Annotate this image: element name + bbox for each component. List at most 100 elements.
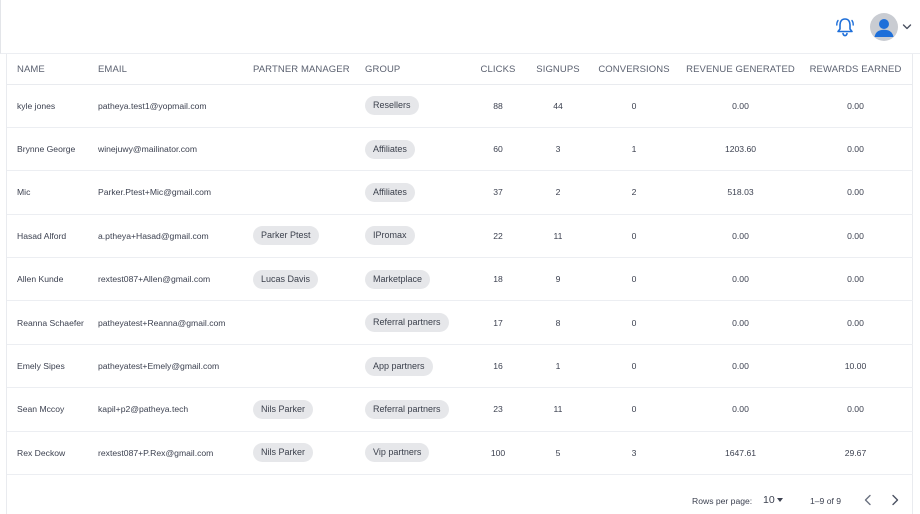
cell-rewards-earned: 0.00 — [798, 300, 913, 345]
cell-revenue-generated: 0.00 — [683, 344, 798, 389]
manager-chip: Parker Ptest — [253, 226, 319, 246]
cell-revenue-generated: 0.00 — [683, 300, 798, 345]
cell-conversions: 1 — [585, 127, 683, 172]
cell-signups: 5 — [531, 431, 585, 476]
cell-conversions: 0 — [585, 84, 683, 128]
cell-group: App partners — [365, 344, 465, 389]
manager-chip: Lucas Davis — [253, 269, 319, 289]
cell-partner-manager: Parker Ptest — [253, 214, 365, 259]
table-row[interactable]: Reanna Schaefer patheyatest+Reanna@gmail… — [7, 300, 913, 345]
cell-rewards-earned: 29.67 — [798, 431, 913, 476]
cell-revenue-generated: 1203.60 — [683, 127, 798, 172]
cell-signups: 11 — [531, 387, 585, 432]
cell-name: Sean Mccoy — [7, 387, 98, 432]
cell-group: Referral partners — [365, 300, 465, 345]
cell-conversions: 0 — [585, 214, 683, 259]
table-row[interactable]: Mic Parker.Ptest+Mic@gmail.com Affiliate… — [7, 170, 913, 215]
cell-group: Marketplace — [365, 257, 465, 302]
cell-revenue-generated: 0.00 — [683, 387, 798, 432]
rows-per-page-select[interactable]: 10 — [763, 494, 775, 506]
cell-group: IPromax — [365, 214, 465, 259]
cell-rewards-earned: 0.00 — [798, 214, 913, 259]
cell-email: patheya.test1@yopmail.com — [98, 84, 253, 128]
cell-name: Rex Deckow — [7, 431, 98, 476]
cell-email: kapil+p2@patheya.tech — [98, 387, 253, 432]
column-header-revenue-generated[interactable]: REVENUE GENERATED — [683, 54, 798, 85]
column-header-group[interactable]: GROUP — [365, 54, 465, 85]
chevron-left-icon[interactable] — [862, 493, 874, 507]
top-bar — [0, 0, 920, 54]
cell-email: a.ptheya+Hasad@gmail.com — [98, 214, 253, 259]
cell-name: Emely Sipes — [7, 344, 98, 389]
group-chip: Referral partners — [365, 313, 449, 333]
cell-rewards-earned: 0.00 — [798, 387, 913, 432]
column-header-signups[interactable]: SIGNUPS — [531, 54, 585, 85]
cell-rewards-earned: 0.00 — [798, 127, 913, 172]
cell-name: kyle jones — [7, 84, 98, 128]
column-header-name[interactable]: NAME — [7, 54, 98, 85]
rows-per-page-label: Rows per page: — [692, 496, 753, 506]
table-row[interactable]: kyle jones patheya.test1@yopmail.com Res… — [7, 84, 913, 128]
cell-email: winejuwy@mailinator.com — [98, 127, 253, 172]
bell-icon[interactable] — [835, 16, 855, 38]
cell-group: Affiliates — [365, 170, 465, 215]
cell-email: rextest087+Allen@gmail.com — [98, 257, 253, 302]
group-chip: Affiliates — [365, 139, 415, 159]
cell-partner-manager — [253, 344, 365, 389]
cell-name: Allen Kunde — [7, 257, 98, 302]
table-row[interactable]: Hasad Alford a.ptheya+Hasad@gmail.com Pa… — [7, 214, 913, 259]
cell-name: Reanna Schaefer — [7, 300, 98, 345]
group-chip: Vip partners — [365, 443, 430, 463]
cell-signups: 3 — [531, 127, 585, 172]
user-avatar-icon[interactable] — [870, 13, 898, 41]
group-chip: App partners — [365, 356, 433, 376]
cell-name: Hasad Alford — [7, 214, 98, 259]
column-header-clicks[interactable]: CLICKS — [465, 54, 531, 85]
caret-down-icon[interactable] — [777, 498, 783, 502]
cell-email: Parker.Ptest+Mic@gmail.com — [98, 170, 253, 215]
cell-signups: 9 — [531, 257, 585, 302]
cell-conversions: 3 — [585, 431, 683, 476]
cell-partner-manager — [253, 170, 365, 215]
group-chip: Marketplace — [365, 269, 431, 289]
table-row[interactable]: Allen Kunde rextest087+Allen@gmail.com L… — [7, 257, 913, 302]
cell-clicks: 37 — [465, 170, 531, 215]
cell-clicks: 100 — [465, 431, 531, 476]
cell-revenue-generated: 1647.61 — [683, 431, 798, 476]
column-header-rewards-earned[interactable]: REWARDS EARNED — [798, 54, 913, 85]
cell-email: rextest087+P.Rex@gmail.com — [98, 431, 253, 476]
group-chip: Resellers — [365, 96, 419, 116]
chevron-right-icon[interactable] — [889, 493, 901, 507]
column-header-partner-manager[interactable]: PARTNER MANAGER — [253, 54, 365, 85]
table-header-row: NAME EMAIL PARTNER MANAGER GROUP CLICKS … — [7, 54, 913, 85]
table-row[interactable]: Emely Sipes patheyatest+Emely@gmail.com … — [7, 344, 913, 389]
cell-signups: 44 — [531, 84, 585, 128]
cell-group: Referral partners — [365, 387, 465, 432]
cell-group: Resellers — [365, 84, 465, 128]
cell-clicks: 23 — [465, 387, 531, 432]
cell-group: Affiliates — [365, 127, 465, 172]
cell-conversions: 2 — [585, 170, 683, 215]
cell-partner-manager: Nils Parker — [253, 431, 365, 476]
column-header-email[interactable]: EMAIL — [98, 54, 253, 85]
cell-revenue-generated: 0.00 — [683, 257, 798, 302]
cell-rewards-earned: 0.00 — [798, 84, 913, 128]
manager-chip: Nils Parker — [253, 443, 314, 463]
chevron-down-icon[interactable] — [902, 23, 912, 31]
cell-partner-manager — [253, 300, 365, 345]
table-row[interactable]: Sean Mccoy kapil+p2@patheya.tech Nils Pa… — [7, 387, 913, 432]
cell-partner-manager: Lucas Davis — [253, 257, 365, 302]
table-row[interactable]: Rex Deckow rextest087+P.Rex@gmail.com Ni… — [7, 431, 913, 476]
cell-clicks: 17 — [465, 300, 531, 345]
cell-name: Brynne George — [7, 127, 98, 172]
table-row[interactable]: Brynne George winejuwy@mailinator.com Af… — [7, 127, 913, 172]
cell-signups: 2 — [531, 170, 585, 215]
cell-revenue-generated: 0.00 — [683, 214, 798, 259]
cell-clicks: 60 — [465, 127, 531, 172]
column-header-conversions[interactable]: CONVERSIONS — [585, 54, 683, 85]
cell-clicks: 18 — [465, 257, 531, 302]
cell-revenue-generated: 0.00 — [683, 84, 798, 128]
cell-email: patheyatest+Emely@gmail.com — [98, 344, 253, 389]
cell-name: Mic — [7, 170, 98, 215]
partners-table: NAME EMAIL PARTNER MANAGER GROUP CLICKS … — [7, 54, 913, 476]
